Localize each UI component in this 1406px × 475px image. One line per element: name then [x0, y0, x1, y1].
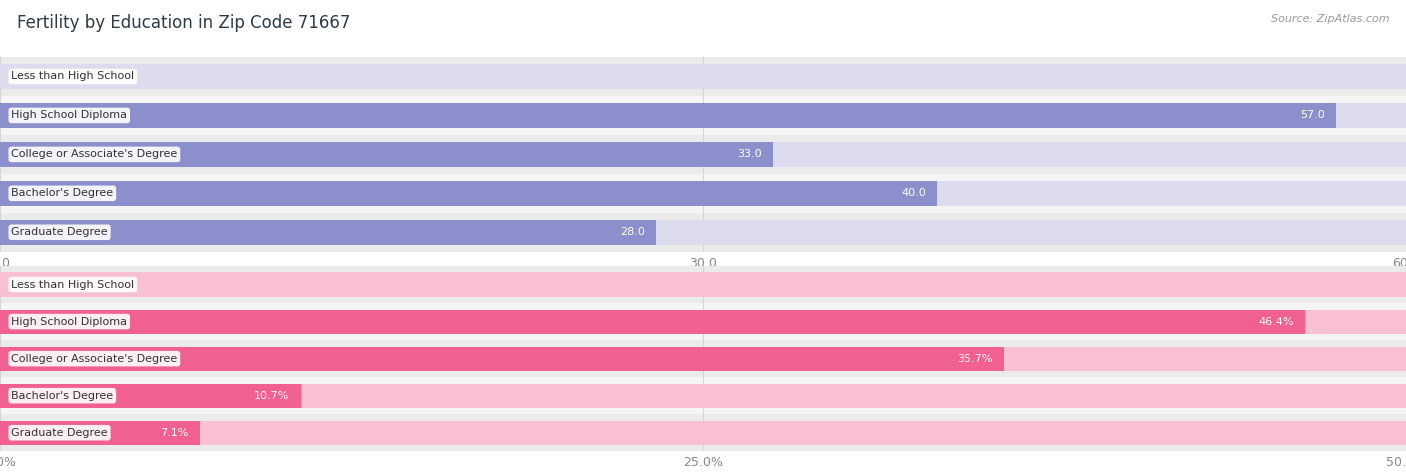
- Text: Bachelor's Degree: Bachelor's Degree: [11, 188, 114, 199]
- Bar: [0, 310, 1406, 333]
- Text: 33.0: 33.0: [737, 149, 762, 160]
- Bar: [0, 213, 1406, 252]
- Text: College or Associate's Degree: College or Associate's Degree: [11, 149, 177, 160]
- Text: 0.0: 0.0: [14, 71, 32, 82]
- Bar: [0, 180, 938, 206]
- Text: 0.0%: 0.0%: [14, 279, 42, 290]
- Bar: [0, 180, 1406, 206]
- Bar: [0, 142, 1406, 167]
- Bar: [0, 347, 1406, 370]
- Bar: [0, 421, 1406, 445]
- Bar: [0, 421, 200, 445]
- Bar: [0, 414, 1406, 451]
- Text: 57.0: 57.0: [1299, 110, 1324, 121]
- Bar: [0, 219, 1406, 245]
- Bar: [0, 347, 1004, 370]
- Bar: [0, 340, 1406, 377]
- Text: 10.7%: 10.7%: [254, 390, 290, 401]
- Text: College or Associate's Degree: College or Associate's Degree: [11, 353, 177, 364]
- Text: Fertility by Education in Zip Code 71667: Fertility by Education in Zip Code 71667: [17, 14, 350, 32]
- Text: High School Diploma: High School Diploma: [11, 316, 128, 327]
- Text: Source: ZipAtlas.com: Source: ZipAtlas.com: [1271, 14, 1389, 24]
- Bar: [0, 135, 1406, 174]
- Text: 46.4%: 46.4%: [1258, 316, 1294, 327]
- Bar: [0, 103, 1406, 128]
- Bar: [0, 64, 1406, 89]
- Bar: [0, 219, 657, 245]
- Text: 28.0: 28.0: [620, 227, 645, 238]
- Bar: [0, 273, 1406, 296]
- Bar: [0, 103, 1336, 128]
- Text: High School Diploma: High School Diploma: [11, 110, 128, 121]
- Bar: [0, 57, 1406, 96]
- Bar: [0, 142, 773, 167]
- Bar: [0, 310, 1305, 333]
- Text: Graduate Degree: Graduate Degree: [11, 428, 108, 438]
- Bar: [0, 377, 1406, 414]
- Text: 40.0: 40.0: [901, 188, 927, 199]
- Text: 7.1%: 7.1%: [160, 428, 188, 438]
- Bar: [0, 174, 1406, 213]
- Text: 35.7%: 35.7%: [957, 353, 993, 364]
- Bar: [0, 384, 1406, 408]
- Bar: [0, 303, 1406, 340]
- Bar: [0, 266, 1406, 303]
- Bar: [0, 384, 301, 408]
- Text: Less than High School: Less than High School: [11, 71, 135, 82]
- Bar: [0, 96, 1406, 135]
- Text: Bachelor's Degree: Bachelor's Degree: [11, 390, 114, 401]
- Text: Less than High School: Less than High School: [11, 279, 135, 290]
- Text: Graduate Degree: Graduate Degree: [11, 227, 108, 238]
